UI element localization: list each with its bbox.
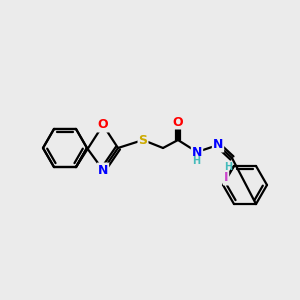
Text: N: N [213,139,223,152]
Text: N: N [98,164,108,176]
Text: H: H [224,162,232,172]
Text: O: O [173,116,183,128]
Text: S: S [139,134,148,146]
Text: I: I [224,171,228,184]
Text: H: H [192,156,200,166]
Text: N: N [192,146,202,158]
Text: O: O [98,118,108,131]
